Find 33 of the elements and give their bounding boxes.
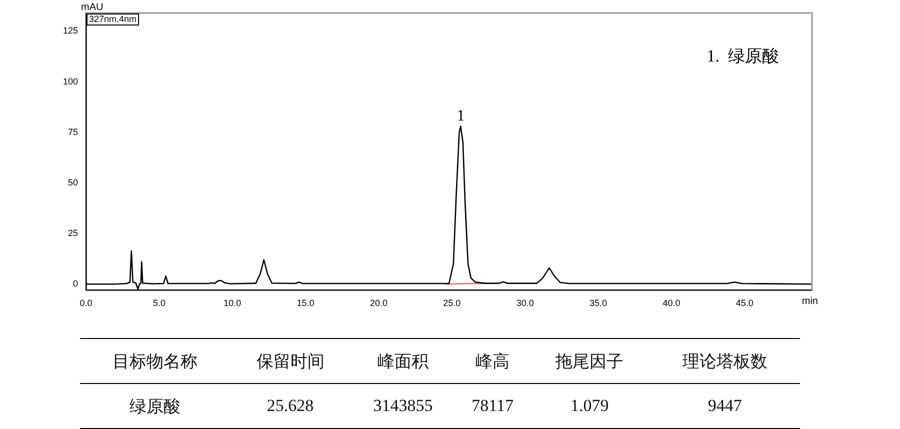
y-tick-label: 75	[68, 126, 78, 137]
text: 1.079	[530, 384, 650, 428]
text: 理论塔板数	[650, 338, 800, 384]
text: 9447	[650, 384, 800, 428]
text: 目标物名称	[80, 338, 230, 384]
y-tick-label: 50	[68, 177, 78, 188]
text: 25.628	[230, 384, 350, 428]
text: 峰高	[456, 338, 530, 384]
text: 3143855	[350, 384, 456, 428]
x-tick-label: 0.0	[80, 298, 92, 308]
x-tick-label: 15.0	[296, 298, 314, 308]
annotation: 327nm,4nm	[89, 14, 137, 24]
x-tick-label: 40.0	[662, 298, 680, 308]
text: 保留时间	[230, 338, 350, 384]
y-tick-label: 0	[73, 278, 78, 289]
text: 峰面积	[350, 338, 456, 384]
x-tick-label: 30.0	[516, 298, 534, 308]
y-axis-title: mAU	[81, 2, 104, 13]
x-tick-label: 45.0	[736, 298, 754, 308]
text: 78117	[456, 384, 530, 428]
annotation: 1	[456, 107, 465, 124]
y-tick-label: 100	[62, 76, 78, 86]
text: 绿原酸	[80, 384, 230, 428]
x-tick-label: 20.0	[370, 298, 388, 308]
x-tick-label: 10.0	[224, 298, 242, 308]
y-tick-label: 25	[68, 228, 78, 238]
x-axis-title: min	[802, 296, 818, 307]
y-tick-label: 125	[62, 26, 78, 36]
x-tick-label: 35.0	[590, 298, 608, 308]
x-tick-label: 25.0	[443, 298, 461, 308]
annotation: 1. 绿原酸	[706, 46, 779, 66]
text: 拖尾因子	[530, 338, 650, 384]
x-tick-label: 5.0	[152, 298, 166, 308]
